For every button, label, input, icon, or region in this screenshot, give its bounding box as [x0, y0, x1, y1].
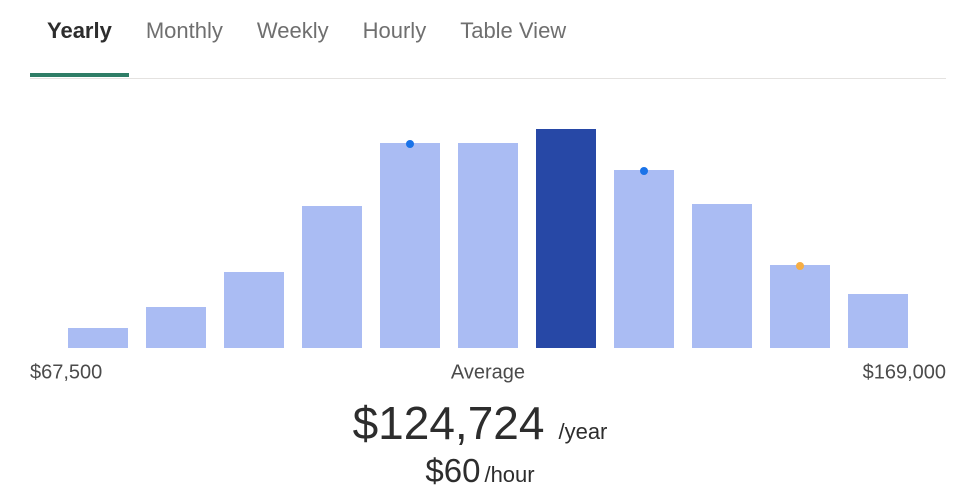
marker [640, 167, 648, 175]
average-label: Average [451, 361, 525, 383]
bar [224, 272, 284, 348]
yearly-unit: /year [558, 419, 608, 444]
tab[interactable]: Hourly [362, 18, 427, 43]
x-tick-label: $67,500 [30, 361, 102, 383]
marker [796, 262, 804, 270]
tab[interactable]: Monthly [145, 18, 223, 43]
bar [68, 328, 128, 348]
yearly-amount: $124,724 [352, 397, 545, 449]
bar [380, 143, 440, 348]
tab-bar: Yearly Monthly Weekly Hourly Table View [30, 0, 946, 79]
x-tick-label: $169,000 [863, 361, 946, 383]
bar [302, 206, 362, 348]
bar [536, 129, 596, 348]
bar [458, 143, 518, 348]
bar [692, 204, 752, 348]
tab[interactable]: Weekly [256, 18, 329, 43]
marker [406, 140, 414, 148]
bar [770, 265, 830, 348]
yearly-summary: $124,724 /year [0, 396, 960, 450]
hourly-summary: $60 /hour [0, 452, 960, 490]
bar [614, 170, 674, 348]
bar [848, 294, 908, 348]
bar [146, 307, 206, 348]
tab[interactable]: Table View [460, 18, 567, 43]
tab[interactable]: Yearly [30, 0, 129, 77]
hourly-amount: $60 [425, 452, 481, 489]
hourly-unit: /hour [484, 462, 535, 487]
chart: $67,500 $169,000 Average [30, 129, 946, 383]
